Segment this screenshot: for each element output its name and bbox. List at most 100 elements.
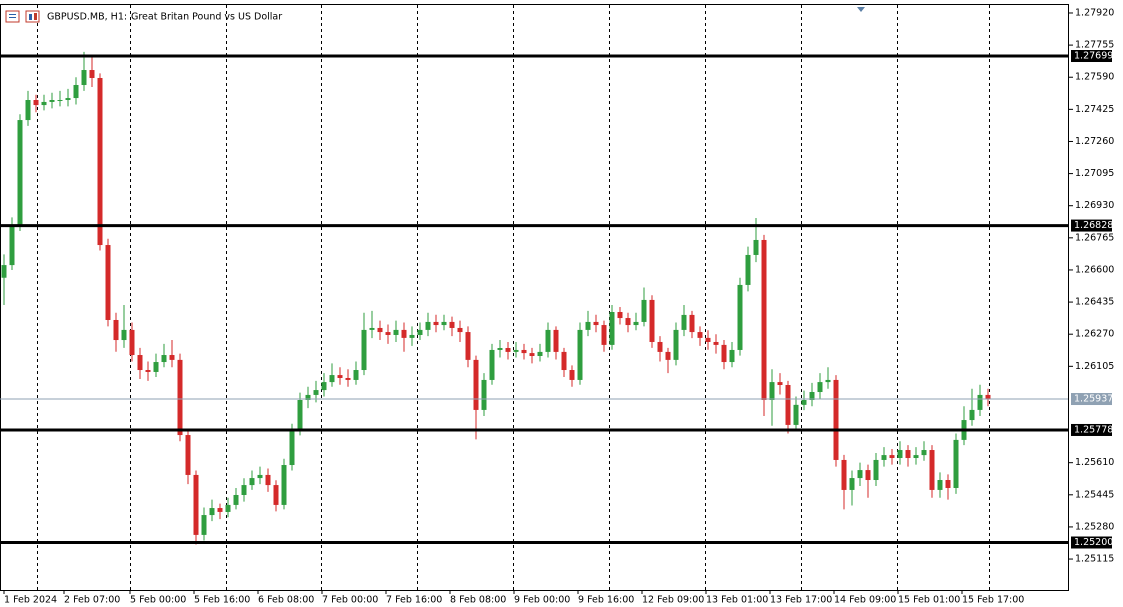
y-tick-label: 1.27260: [1075, 136, 1114, 147]
candle-body: [809, 392, 815, 400]
candle-body: [113, 319, 119, 341]
candle-body: [697, 332, 703, 338]
candle-body: [137, 355, 143, 371]
candle-body: [745, 254, 751, 285]
candle-body: [713, 341, 719, 345]
candle-body: [537, 351, 543, 356]
candle-body: [817, 382, 823, 393]
candle-body: [641, 299, 647, 322]
candle-body: [201, 515, 207, 535]
candle-body: [785, 385, 791, 425]
y-tick-label: 1.25445: [1075, 489, 1114, 500]
candle-body: [633, 321, 639, 326]
candle-body: [889, 455, 895, 459]
candle-body: [777, 382, 783, 386]
x-tick-label: 15 Feb 17:00: [962, 595, 1024, 606]
plot-frame: [0, 4, 1069, 591]
candle-body: [337, 375, 343, 378]
level-label-box: [1071, 423, 1112, 436]
x-tick-label: 13 Feb 01:00: [706, 595, 768, 606]
y-tick-label: 1.25115: [1075, 554, 1114, 565]
chart-icon[interactable]: [25, 10, 40, 23]
candle-body: [289, 429, 295, 466]
candle-body: [681, 314, 687, 330]
candle-body: [81, 70, 87, 86]
candle-body: [825, 379, 831, 383]
candle-body: [105, 245, 111, 320]
candle-body: [505, 348, 511, 352]
candle-body: [425, 321, 431, 330]
y-tick-label: 1.26270: [1075, 329, 1114, 340]
candle-body: [97, 78, 103, 246]
candle-body: [729, 349, 735, 363]
level-label: 1.25200: [1074, 537, 1113, 548]
y-tick-label: 1.26435: [1075, 297, 1114, 308]
candle-body: [65, 98, 71, 101]
candle-body: [353, 370, 359, 380]
candle-body: [345, 377, 351, 380]
candle-body: [41, 101, 47, 106]
candle-body: [913, 455, 919, 459]
candle-body: [481, 379, 487, 410]
candle-body: [393, 329, 399, 335]
candle-body: [161, 355, 167, 363]
candle-body: [145, 370, 151, 372]
y-tick-label: 1.27425: [1075, 104, 1114, 115]
candle-body: [241, 485, 247, 495]
candle-body: [73, 85, 79, 99]
candle-body: [665, 351, 671, 360]
candle-body: [953, 439, 959, 488]
candle-body: [57, 100, 63, 102]
y-tick-label: 1.25610: [1075, 457, 1114, 468]
x-tick-label: 5 Feb 16:00: [194, 595, 250, 606]
candle-body: [489, 349, 495, 380]
candle-body: [753, 239, 759, 255]
candle-body: [673, 329, 679, 360]
x-tick-label: 13 Feb 17:00: [770, 595, 832, 606]
candle-body: [49, 100, 55, 102]
candle-body: [617, 312, 623, 319]
x-tick-label: 2 Feb 07:00: [64, 595, 120, 606]
candle-body: [529, 353, 535, 356]
menu-icon[interactable]: [5, 10, 20, 23]
candle-body: [657, 341, 663, 352]
candle-body: [169, 355, 175, 360]
candle-body: [329, 375, 335, 383]
candle-body: [441, 321, 447, 326]
candle-body: [249, 478, 255, 486]
level-label: 1.27699: [1074, 51, 1113, 62]
level-label: 1.25778: [1074, 424, 1113, 435]
candle-body: [9, 224, 15, 266]
candle-body: [761, 239, 767, 400]
symbol: GBPUSD.MB, H1:: [47, 12, 127, 23]
candle-body: [649, 299, 655, 342]
candle-body: [561, 351, 567, 371]
x-tick-label: 15 Feb 01:00: [898, 595, 960, 606]
candle-body: [369, 327, 375, 330]
candle-body: [17, 120, 23, 225]
candle-body: [153, 362, 159, 372]
candle-body: [297, 399, 303, 430]
x-tick-label: 6 Feb 08:00: [258, 595, 314, 606]
shift-marker[interactable]: [857, 7, 865, 12]
candle-body: [601, 325, 607, 345]
candle-body: [361, 329, 367, 371]
candle-body: [513, 349, 519, 352]
candle-body: [121, 329, 127, 341]
candle-body: [705, 337, 711, 342]
candle-body: [873, 459, 879, 481]
candle-body: [841, 459, 847, 490]
level-label-box: [1071, 536, 1112, 549]
candle-body: [457, 327, 463, 333]
chart-icon-bar: [29, 14, 32, 20]
candle-body: [985, 394, 991, 400]
x-tick-label: 7 Feb 16:00: [386, 595, 442, 606]
x-tick-label: 1 Feb 2024: [4, 595, 57, 606]
candle-body: [937, 480, 943, 490]
candle-body: [209, 508, 215, 516]
chart-icon-bar: [34, 13, 37, 20]
candle-body: [585, 321, 591, 330]
y-tick-label: 1.26930: [1075, 200, 1114, 211]
time-grid: [37, 5, 990, 590]
